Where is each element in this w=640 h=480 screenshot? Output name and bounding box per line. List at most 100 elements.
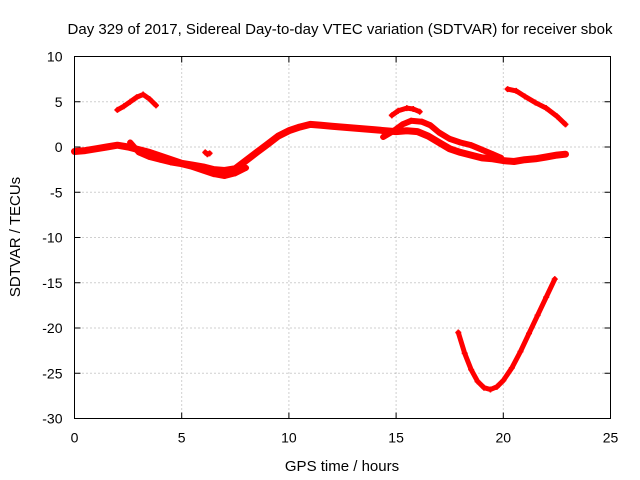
data-point [114,142,121,149]
data-point [457,149,464,156]
data-point [307,121,314,128]
data-point [551,276,558,283]
series-main-band [71,120,569,174]
data-point [435,139,442,146]
series-arc-21h [504,86,569,128]
x-tick-label: 5 [178,430,186,446]
grid [74,56,611,419]
data-point [360,125,367,132]
y-tick-label: -20 [42,320,62,336]
data-point [534,312,541,319]
y-tick-label: -10 [42,230,62,246]
data-point [526,330,533,337]
data-point [120,103,127,110]
data-point [157,156,164,163]
data-point [446,135,453,142]
data-point [410,105,417,112]
data-point [146,96,153,103]
y-tick-label: -15 [42,275,62,291]
data-point [243,164,250,171]
data-point [388,112,395,119]
data-point [403,105,410,112]
series-upper-band-15h [380,117,505,161]
data-point [508,364,515,371]
data-point [221,167,228,174]
data-point [513,87,520,94]
data-point [178,161,185,168]
data-point [455,329,462,336]
x-tick-label: 15 [388,430,404,446]
y-tick-label: 0 [55,139,63,155]
data-point [435,129,442,136]
x-tick-label: 0 [71,430,79,446]
data-point [562,121,569,128]
data-point [468,142,475,149]
data-point [478,154,485,161]
data-point [468,366,475,373]
data-point [425,133,432,140]
data-point [478,146,485,153]
data-point [414,128,421,135]
data-point [416,108,423,115]
data-point [532,155,539,162]
data-point [481,384,488,391]
data-point [500,377,507,384]
data-point [152,102,159,109]
data-point [127,98,134,105]
data-point [275,133,282,140]
series-trough-19h [455,276,558,393]
y-tick-label: -30 [42,411,62,427]
data-point [399,121,406,128]
data-point [210,171,217,178]
series-arc-15h [388,105,423,119]
data-point [532,99,539,106]
data-point [553,152,560,159]
data-point [114,106,121,113]
data-point [511,158,518,165]
data-point [167,159,174,166]
y-tick-label: -5 [50,184,63,200]
data-point [328,123,335,130]
data-point [408,117,415,124]
data-point [489,151,496,158]
data-point [553,113,560,120]
y-tick-label: -25 [42,365,62,381]
data-point [82,147,89,154]
data-point [285,127,292,134]
data-point [562,151,569,158]
data-point [403,127,410,134]
data-point [200,167,207,174]
data-point [296,124,303,131]
data-point [206,150,213,157]
data-point [264,141,271,148]
data-point [390,127,397,134]
data-point [427,122,434,129]
data-point [543,294,550,301]
y-axis-label: SDTVAR / TECUs [7,177,24,297]
data-point [493,383,500,390]
data-point [243,157,250,164]
data-point [318,122,325,129]
data-point [133,94,140,101]
series-blip-6h [202,149,213,158]
series-line [455,276,558,392]
data-point [517,348,524,355]
data-point [350,124,357,131]
data-point [504,86,511,93]
data-point [457,139,464,146]
data-point [446,145,453,152]
data-point [339,124,346,131]
chart-title: Day 329 of 2017, Sidereal Day-to-day VTE… [68,21,613,38]
data-point [521,156,528,163]
data-point [135,149,142,156]
data-point [380,134,387,141]
y-tick-label: 5 [55,94,63,110]
series-arc-3h [114,91,159,113]
data-point [498,154,505,161]
data-point [221,172,228,179]
data-point [140,91,147,98]
x-tick-label: 25 [603,430,619,446]
x-tick-label: 20 [496,430,512,446]
axis-ticks: 0 5 10 15 20 25 -30 -25 -20 -15 -10 -5 0 5 10 [42,49,618,446]
